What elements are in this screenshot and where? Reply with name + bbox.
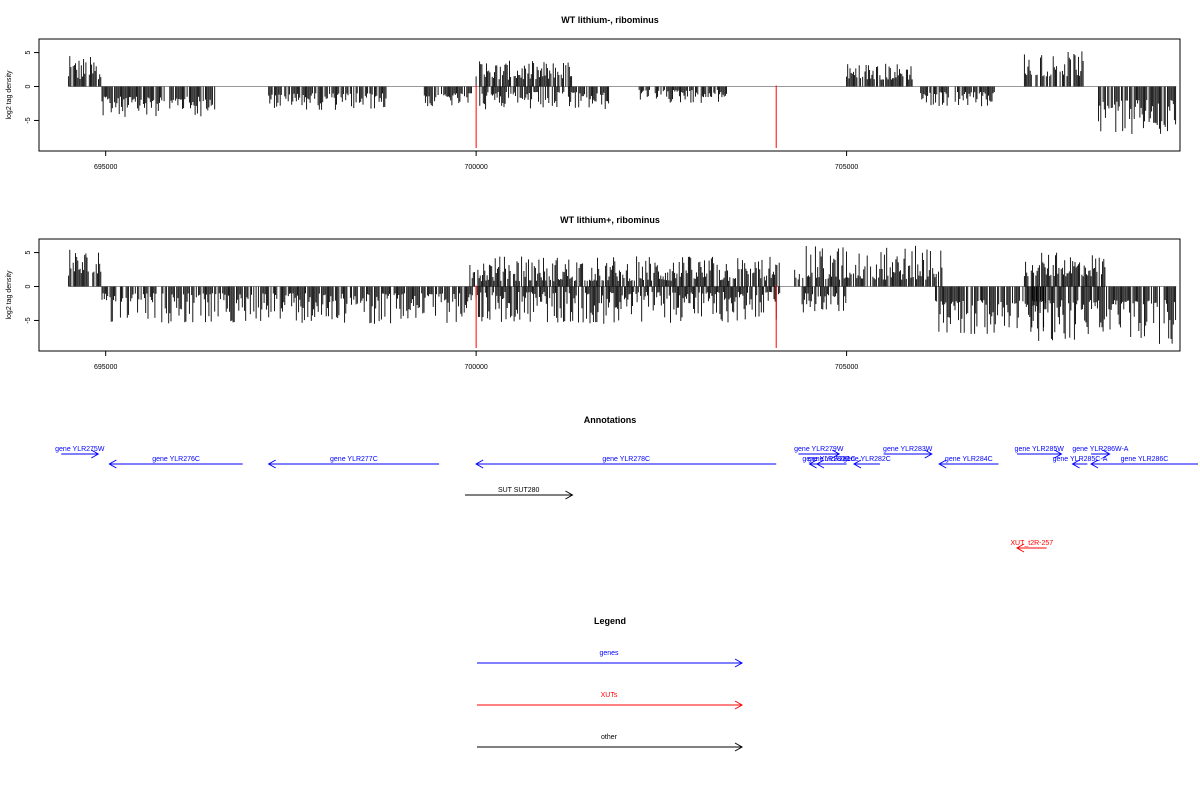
feature-label: gene YLR286C (1121, 456, 1169, 463)
feature-arrow-head (91, 449, 100, 459)
feature-label: gene YLR285W (1015, 446, 1065, 453)
x-tick-label: 700000 (464, 164, 487, 171)
marker-group (475, 285, 777, 348)
feature-arrow-head (924, 449, 933, 459)
feature-arrow-head (1071, 459, 1080, 469)
x-tick-label: 695000 (94, 364, 117, 371)
feature-label: gene YLR278C (602, 456, 650, 463)
x-axis: 695000700000705000710000 (94, 151, 858, 171)
bar-group (68, 245, 1177, 344)
y-axis-label: log2 tag density (6, 70, 13, 120)
legend-panel: Legend genes XUTs other (477, 616, 744, 752)
feature-arrow-head (1015, 543, 1025, 553)
feature-arrow-head (831, 449, 841, 459)
feature-label: gene YLR286W-A (1072, 446, 1128, 453)
plot-frame (38, 238, 1181, 352)
feature-label: gene YLR284C (945, 456, 993, 463)
legend-items: genes XUTs other (477, 650, 744, 752)
y-axis: 5 0 -5 (25, 51, 39, 124)
legend-arrow-head (734, 700, 744, 710)
feature-label: gene YLR283W (883, 446, 933, 453)
legend-title: Legend (594, 616, 626, 626)
y-tick-label: 0 (25, 284, 32, 288)
feature-arrow-head (1054, 449, 1063, 459)
x-tick-label: 695000 (94, 164, 117, 171)
feature-arrow-head (267, 459, 276, 469)
bar-group (68, 51, 1177, 134)
feature-label: gene YLR280C (802, 456, 850, 463)
feature-label: XUT_t2R-257 (1010, 540, 1053, 547)
feature-label: gene YLR275W (55, 446, 105, 453)
feature-arrow-head (1102, 449, 1111, 459)
y-axis-label: log2 tag density (6, 270, 13, 320)
feature-arrow-head (815, 459, 825, 469)
feature-label: gene YLR282C (843, 456, 891, 463)
feature-arrow-head (1090, 459, 1099, 469)
y-tick-label: 0 (25, 84, 32, 88)
track-lithium-plus: WT lithium+, ribominus log2 tag density … (6, 215, 1181, 371)
feature-group: gene YLR275W gene YLR276C gene YLR277C gene… (55, 446, 1198, 553)
feature-label: SUT SUT280 (498, 487, 540, 494)
x-tick-label: 705000 (835, 164, 858, 171)
x-axis: 695000700000705000710000 (94, 351, 858, 371)
feature-arrow-head (938, 459, 947, 469)
x-tick-label: 700000 (464, 364, 487, 371)
annotations-title: Annotations (584, 415, 637, 425)
legend-label: other (601, 734, 618, 741)
feature-arrow-head (565, 490, 574, 500)
feature-arrow-head (808, 459, 817, 469)
track-title: WT lithium+, ribominus (560, 215, 660, 225)
feature-label: gene YLR277C (330, 456, 378, 463)
feature-label: gene YLR285C-A (1053, 456, 1108, 463)
feature-arrow-head (108, 459, 117, 469)
feature-label: gene YLR281C (808, 456, 856, 463)
x-tick-label: 705000 (835, 364, 858, 371)
legend-label: genes (599, 650, 619, 657)
legend-arrow-head (734, 658, 744, 668)
y-tick-label: -5 (25, 117, 32, 123)
feature-label: gene YLR276C (152, 456, 200, 463)
legend-arrow-head (734, 742, 744, 752)
plot-frame (38, 38, 1181, 152)
feature-arrow-head (475, 459, 484, 469)
track-title: WT lithium-, ribominus (561, 15, 659, 25)
feature-label: gene YLR279W (794, 446, 844, 453)
legend-label: XUTs (601, 692, 618, 699)
track-lithium-minus: WT lithium-, ribominus log2 tag density … (6, 15, 1181, 171)
feature-arrow-head (852, 459, 862, 469)
y-tick-label: 5 (25, 51, 32, 55)
y-tick-label: -5 (25, 317, 32, 323)
marker-group (475, 85, 777, 148)
y-tick-label: 5 (25, 251, 32, 255)
y-axis: 5 0 -5 (25, 251, 39, 324)
